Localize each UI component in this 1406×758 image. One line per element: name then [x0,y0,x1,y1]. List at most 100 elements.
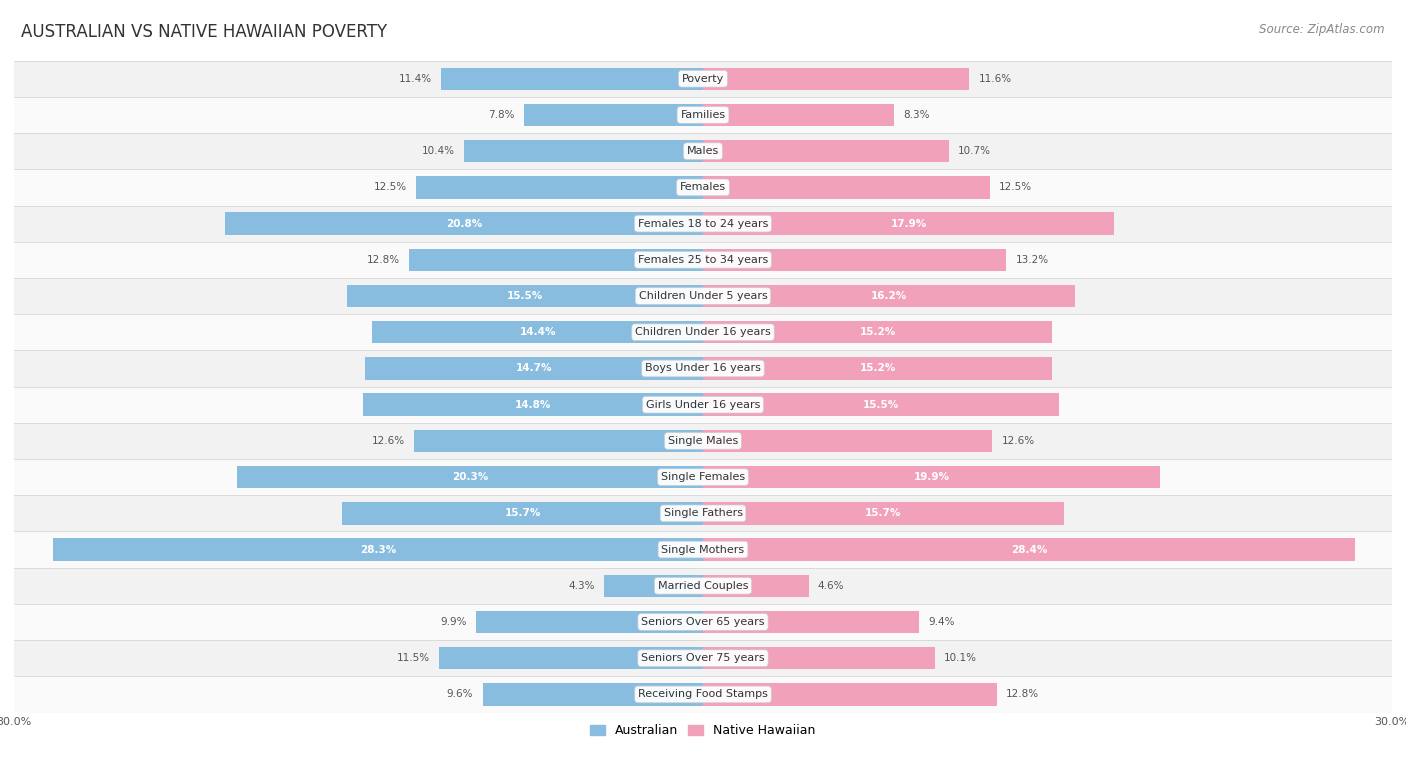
Text: 12.8%: 12.8% [1007,690,1039,700]
Text: 8.3%: 8.3% [903,110,929,120]
Text: 11.5%: 11.5% [396,653,430,663]
Bar [14,531,1392,568]
Bar [703,575,808,597]
Text: 15.5%: 15.5% [863,399,898,409]
Bar [14,169,1392,205]
Text: Girls Under 16 years: Girls Under 16 years [645,399,761,409]
Text: 28.4%: 28.4% [1011,544,1047,555]
Text: Single Mothers: Single Mothers [661,544,745,555]
Bar [14,387,1392,423]
Bar [703,212,1114,235]
Text: 14.8%: 14.8% [515,399,551,409]
Text: 15.2%: 15.2% [859,364,896,374]
Bar [441,67,703,90]
Text: Boys Under 16 years: Boys Under 16 years [645,364,761,374]
Bar [703,357,1052,380]
Text: Males: Males [688,146,718,156]
Bar [703,683,997,706]
Text: Females 18 to 24 years: Females 18 to 24 years [638,218,768,229]
Text: Females: Females [681,183,725,193]
Bar [703,321,1052,343]
Text: Families: Families [681,110,725,120]
Bar [703,502,1063,525]
Text: 11.4%: 11.4% [399,74,432,83]
Legend: Australian, Native Hawaiian: Australian, Native Hawaiian [585,719,821,742]
Bar [703,393,1059,416]
Text: 4.3%: 4.3% [568,581,595,590]
Text: 4.6%: 4.6% [818,581,845,590]
Text: 12.6%: 12.6% [1001,436,1035,446]
Text: 9.9%: 9.9% [440,617,467,627]
Bar [343,502,703,525]
Text: 15.7%: 15.7% [865,509,901,518]
Bar [14,278,1392,314]
Bar [703,104,894,126]
Text: 19.9%: 19.9% [914,472,949,482]
Bar [439,647,703,669]
Bar [413,430,703,452]
Bar [14,205,1392,242]
Text: 10.1%: 10.1% [945,653,977,663]
Bar [53,538,703,561]
Text: Married Couples: Married Couples [658,581,748,590]
Text: 15.2%: 15.2% [859,327,896,337]
Text: Seniors Over 65 years: Seniors Over 65 years [641,617,765,627]
Text: 14.4%: 14.4% [519,327,555,337]
Text: Children Under 16 years: Children Under 16 years [636,327,770,337]
Bar [14,350,1392,387]
Bar [475,611,703,633]
Text: 12.8%: 12.8% [367,255,399,265]
Bar [703,176,990,199]
Text: Single Fathers: Single Fathers [664,509,742,518]
Bar [14,676,1392,713]
Text: 16.2%: 16.2% [870,291,907,301]
Text: 14.7%: 14.7% [516,364,553,374]
Bar [14,61,1392,97]
Bar [14,97,1392,133]
Bar [482,683,703,706]
Text: 20.3%: 20.3% [451,472,488,482]
Text: 12.5%: 12.5% [1000,183,1032,193]
Text: 10.4%: 10.4% [422,146,456,156]
Text: Source: ZipAtlas.com: Source: ZipAtlas.com [1260,23,1385,36]
Bar [605,575,703,597]
Bar [464,140,703,162]
Text: 13.2%: 13.2% [1015,255,1049,265]
Bar [703,285,1076,307]
Text: Single Males: Single Males [668,436,738,446]
Text: 7.8%: 7.8% [488,110,515,120]
Text: 11.6%: 11.6% [979,74,1012,83]
Text: 28.3%: 28.3% [360,544,396,555]
Text: 12.5%: 12.5% [374,183,406,193]
Text: 15.5%: 15.5% [508,291,543,301]
Bar [524,104,703,126]
Bar [14,133,1392,169]
Bar [363,393,703,416]
Bar [703,430,993,452]
Bar [703,611,920,633]
Text: 20.8%: 20.8% [446,218,482,229]
Text: Seniors Over 75 years: Seniors Over 75 years [641,653,765,663]
Bar [416,176,703,199]
Bar [703,140,949,162]
Bar [347,285,703,307]
Text: 17.9%: 17.9% [890,218,927,229]
Text: Single Females: Single Females [661,472,745,482]
Text: 15.7%: 15.7% [505,509,541,518]
Bar [703,466,1160,488]
Bar [14,495,1392,531]
Text: 12.6%: 12.6% [371,436,405,446]
Bar [14,604,1392,640]
Bar [14,423,1392,459]
Bar [14,640,1392,676]
Bar [703,538,1355,561]
Text: 9.6%: 9.6% [447,690,474,700]
Bar [225,212,703,235]
Bar [236,466,703,488]
Text: Poverty: Poverty [682,74,724,83]
Text: 10.7%: 10.7% [957,146,991,156]
Bar [373,321,703,343]
Text: Children Under 5 years: Children Under 5 years [638,291,768,301]
Bar [409,249,703,271]
Text: Receiving Food Stamps: Receiving Food Stamps [638,690,768,700]
